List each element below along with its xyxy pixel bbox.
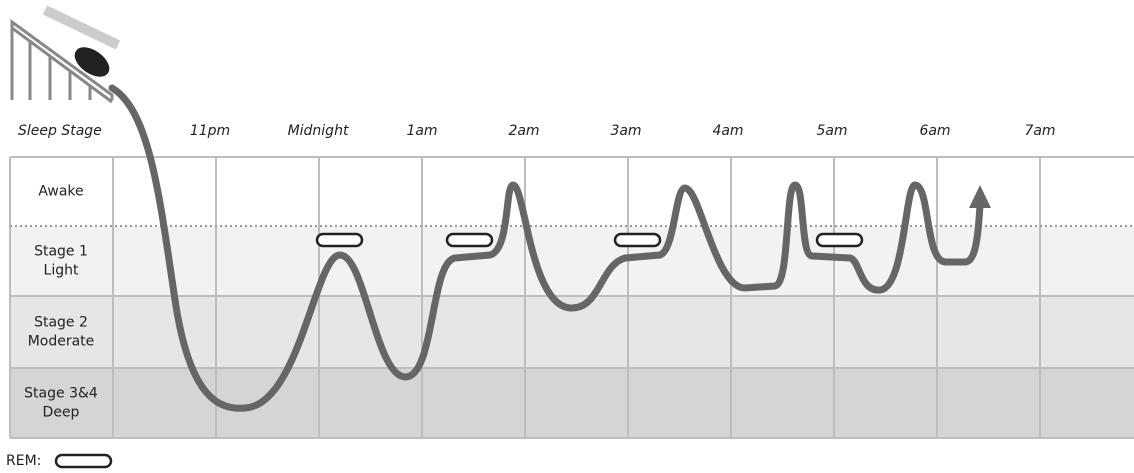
stage-label: Awake xyxy=(38,184,83,200)
time-label: 11pm xyxy=(190,123,230,139)
time-label: 4am xyxy=(712,123,743,139)
legend-label: REM: xyxy=(6,453,41,469)
stage-label: Moderate xyxy=(28,334,95,350)
stage-label: Stage 3&4 xyxy=(24,386,98,402)
rem-marker xyxy=(445,232,494,248)
bed-icon xyxy=(10,5,121,104)
time-label: 2am xyxy=(508,123,539,139)
time-label: 5am xyxy=(816,123,847,139)
time-label: 1am xyxy=(406,123,437,139)
row-awake xyxy=(10,157,1134,226)
row-deep xyxy=(10,368,1134,438)
rem-marker xyxy=(815,232,864,248)
stage-label: Light xyxy=(44,263,79,279)
sleep-curve xyxy=(108,84,984,412)
arrow-head xyxy=(969,185,991,208)
stage-header: Sleep Stage xyxy=(18,123,102,139)
grid xyxy=(9,156,1134,439)
time-label: 7am xyxy=(1024,123,1055,139)
stage-label: Stage 1 xyxy=(34,244,88,260)
time-label: 6am xyxy=(919,123,950,139)
time-label: 3am xyxy=(610,123,641,139)
rem-marker xyxy=(315,232,364,248)
rem-markers xyxy=(54,232,864,469)
time-label: Midnight xyxy=(288,123,349,139)
rem-legend-marker xyxy=(54,453,113,469)
rem-marker xyxy=(613,232,662,248)
stage-label: Deep xyxy=(43,405,80,421)
stage-label: Stage 2 xyxy=(34,315,88,331)
